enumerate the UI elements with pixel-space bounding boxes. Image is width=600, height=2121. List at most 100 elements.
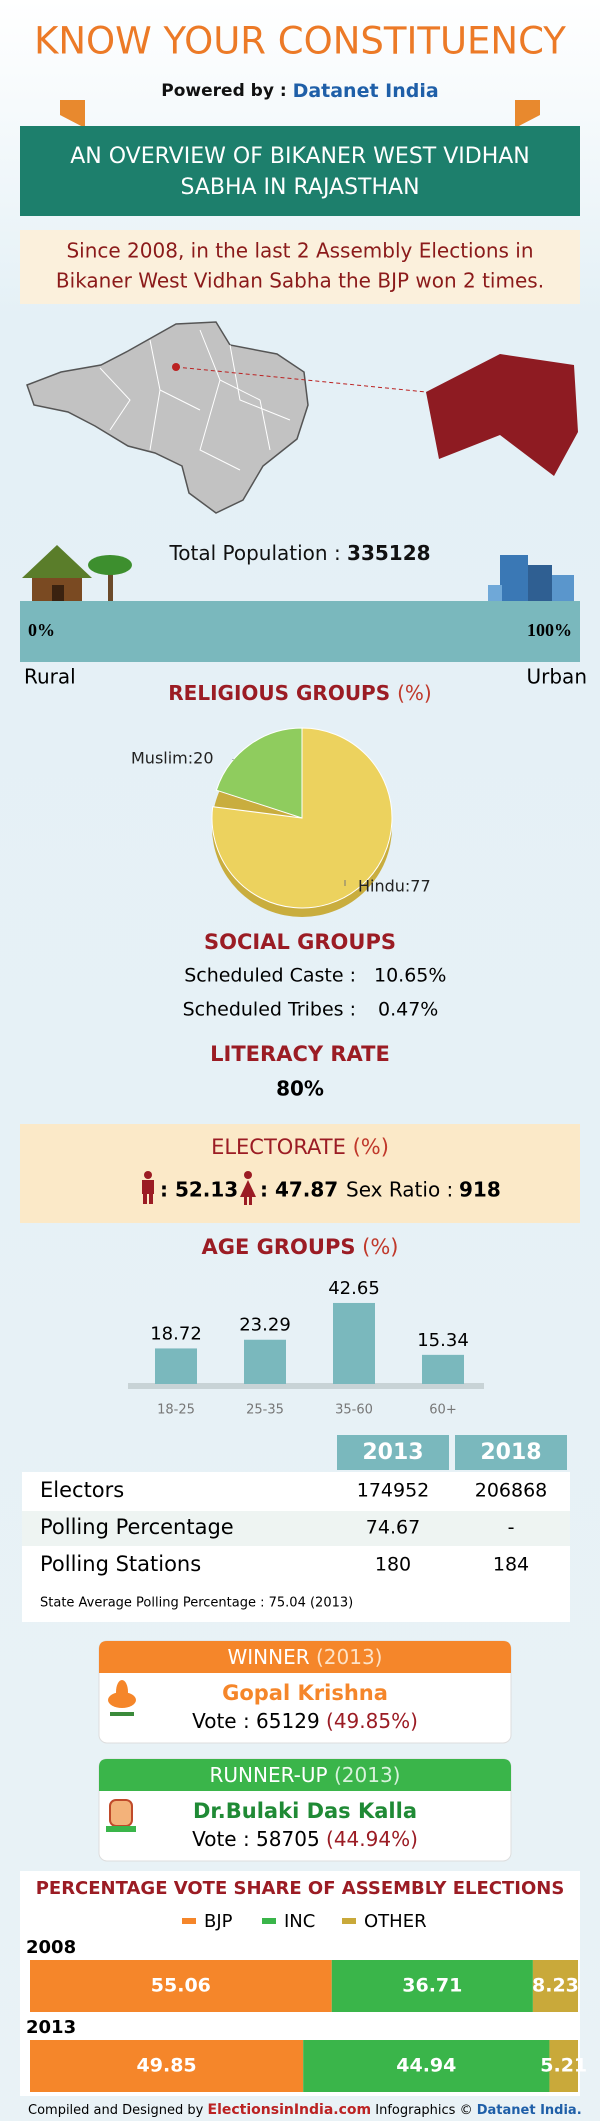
segment-label: 36.71: [402, 1975, 462, 1997]
bar: [333, 1302, 375, 1384]
section-title: LITERACY RATE: [210, 1042, 390, 1066]
bar-value: 15.34: [417, 1330, 469, 1351]
legend-label: INC: [284, 1911, 315, 1932]
row-bg: [22, 1511, 570, 1546]
runner-up-title: RUNNER-UP (2013): [210, 1763, 401, 1787]
legend-swatch: [342, 1918, 356, 1924]
cell: 206868: [475, 1480, 548, 1502]
bar: [155, 1348, 197, 1384]
rural-urban-bar: [20, 601, 580, 662]
pie-slice: [215, 727, 303, 819]
segment-label: 5.21: [540, 2055, 587, 2077]
footer: Compiled and Designed by ElectionsinIndi…: [28, 2102, 582, 2118]
section-title: ELECTORATE (%): [211, 1135, 389, 1159]
banner-line: SABHA IN RAJASTHAN: [180, 175, 419, 200]
urban-label: Urban: [527, 665, 588, 689]
column-header: 2018: [480, 1440, 541, 1465]
pie-label: Muslim:20: [131, 749, 214, 768]
section-title: RELIGIOUS GROUPS (%): [168, 681, 431, 705]
summary-line: Bikaner West Vidhan Sabha the BJP won 2 …: [56, 269, 544, 293]
x-tick-label: 60+: [429, 1403, 456, 1418]
bar-value: 18.72: [150, 1323, 202, 1344]
section-title: PERCENTAGE VOTE SHARE OF ASSEMBLY ELECTI…: [36, 1878, 565, 1899]
winner-title: WINNER (2013): [227, 1645, 382, 1669]
row-label: 2008: [26, 1937, 76, 1958]
bar-segment: [331, 1960, 533, 2012]
district-lines: [99, 329, 291, 471]
sc-value: 10.65%: [374, 965, 446, 987]
electorate-box: [20, 1124, 580, 1223]
bjp-logo: [108, 1680, 136, 1716]
female-share: : 47.87: [260, 1178, 338, 1202]
cell: 174952: [357, 1480, 430, 1502]
literacy-value: 80%: [276, 1077, 324, 1101]
legend-label: OTHER: [364, 1911, 427, 1932]
runner-up-card: RUNNER-UP (2013) Dr.Bulaki Das Kalla Vot…: [98, 1758, 512, 1862]
st-label: Scheduled Tribes :: [183, 999, 356, 1021]
bar-chart: 18.72 18-25 23.29 25-35 42.65 35-60 15.34 60+: [150, 1278, 469, 1418]
cell: 184: [493, 1554, 529, 1576]
main-title: KNOW YOUR CONSTITUENCY: [34, 20, 566, 63]
legend-swatch: [262, 1918, 276, 1924]
male-icon: [142, 1171, 154, 1204]
sc-label: Scheduled Caste :: [184, 965, 356, 987]
st-value: 0.47%: [378, 999, 438, 1021]
summary-box: [20, 230, 580, 304]
bar-base: [128, 1383, 484, 1389]
table-note: State Average Polling Percentage : 75.04…: [40, 1596, 353, 1611]
hut-icon: [22, 545, 132, 602]
summary-line: Since 2008, in the last 2 Assembly Elect…: [66, 239, 533, 263]
legend-swatch: [182, 1918, 196, 1924]
male-share: : 52.13: [160, 1178, 238, 1202]
row-label: Electors: [40, 1478, 124, 1502]
winner-card: WINNER (2013) Gopal Krishna Vote : 65129…: [98, 1640, 512, 1744]
sex-ratio: 918: [459, 1178, 501, 1202]
segment-label: 49.85: [137, 2055, 197, 2077]
section-title: AGE GROUPS (%): [201, 1235, 398, 1259]
segment-label: 44.94: [396, 2055, 456, 2077]
cell: 180: [375, 1554, 411, 1576]
winner-name: Gopal Krishna: [222, 1681, 388, 1705]
row-bg: [22, 1548, 570, 1583]
header-cell: [455, 1435, 567, 1470]
segment-label: 55.06: [151, 1975, 211, 1997]
section-title: SOCIAL GROUPS: [204, 930, 396, 954]
bar-value: 42.65: [328, 1278, 380, 1299]
state-map: [26, 321, 309, 514]
x-tick-label: 25-35: [246, 1403, 284, 1418]
inc-logo: [106, 1799, 136, 1832]
building-icon: [488, 555, 574, 602]
powered-by: Powered by : Datanet India: [161, 80, 438, 102]
winner-vote: Vote : 65129 (49.85%): [192, 1709, 418, 1733]
runner-up-name: Dr.Bulaki Das Kalla: [193, 1799, 417, 1823]
rural-label: Rural: [24, 665, 76, 689]
bar: [244, 1339, 286, 1384]
row-label: Polling Stations: [40, 1552, 201, 1576]
location-dot: [172, 363, 180, 371]
bar-segment: [30, 1960, 332, 2012]
row-bg: [22, 1474, 570, 1509]
banner-line: AN OVERVIEW OF BIKANER WEST VIDHAN: [70, 144, 530, 169]
row-label: Polling Percentage: [40, 1515, 234, 1539]
header-cell: [337, 1435, 449, 1470]
bar: [422, 1354, 464, 1384]
population: Total Population : 335128: [168, 541, 430, 565]
constituency-map: [426, 354, 578, 476]
x-tick-label: 35-60: [335, 1403, 373, 1418]
female-icon: [240, 1171, 256, 1205]
bar-segment: [30, 2040, 304, 2092]
column-header: 2013: [362, 1440, 423, 1465]
table: 2013 2018 Electors 174952 206868 Polling Perc…: [22, 1435, 570, 1583]
bar-segment: [549, 2040, 578, 2092]
legend-label: BJP: [204, 1911, 233, 1932]
pie-slice: [211, 727, 393, 909]
rural-percent: 0%: [28, 620, 55, 640]
ribbon: [60, 100, 85, 128]
segment-label: 8.23: [532, 1975, 579, 1997]
bar-segment: [303, 2040, 550, 2092]
cell: 74.67: [366, 1517, 420, 1539]
pie-label: Hindu:77: [358, 877, 431, 896]
x-tick-label: 18-25: [157, 1403, 195, 1418]
stacked-bar-chart: BJP INC OTHER 2008 55.06 36.71 8.23 2013 49.85 44…: [26, 1911, 587, 2092]
banner: [20, 126, 580, 216]
